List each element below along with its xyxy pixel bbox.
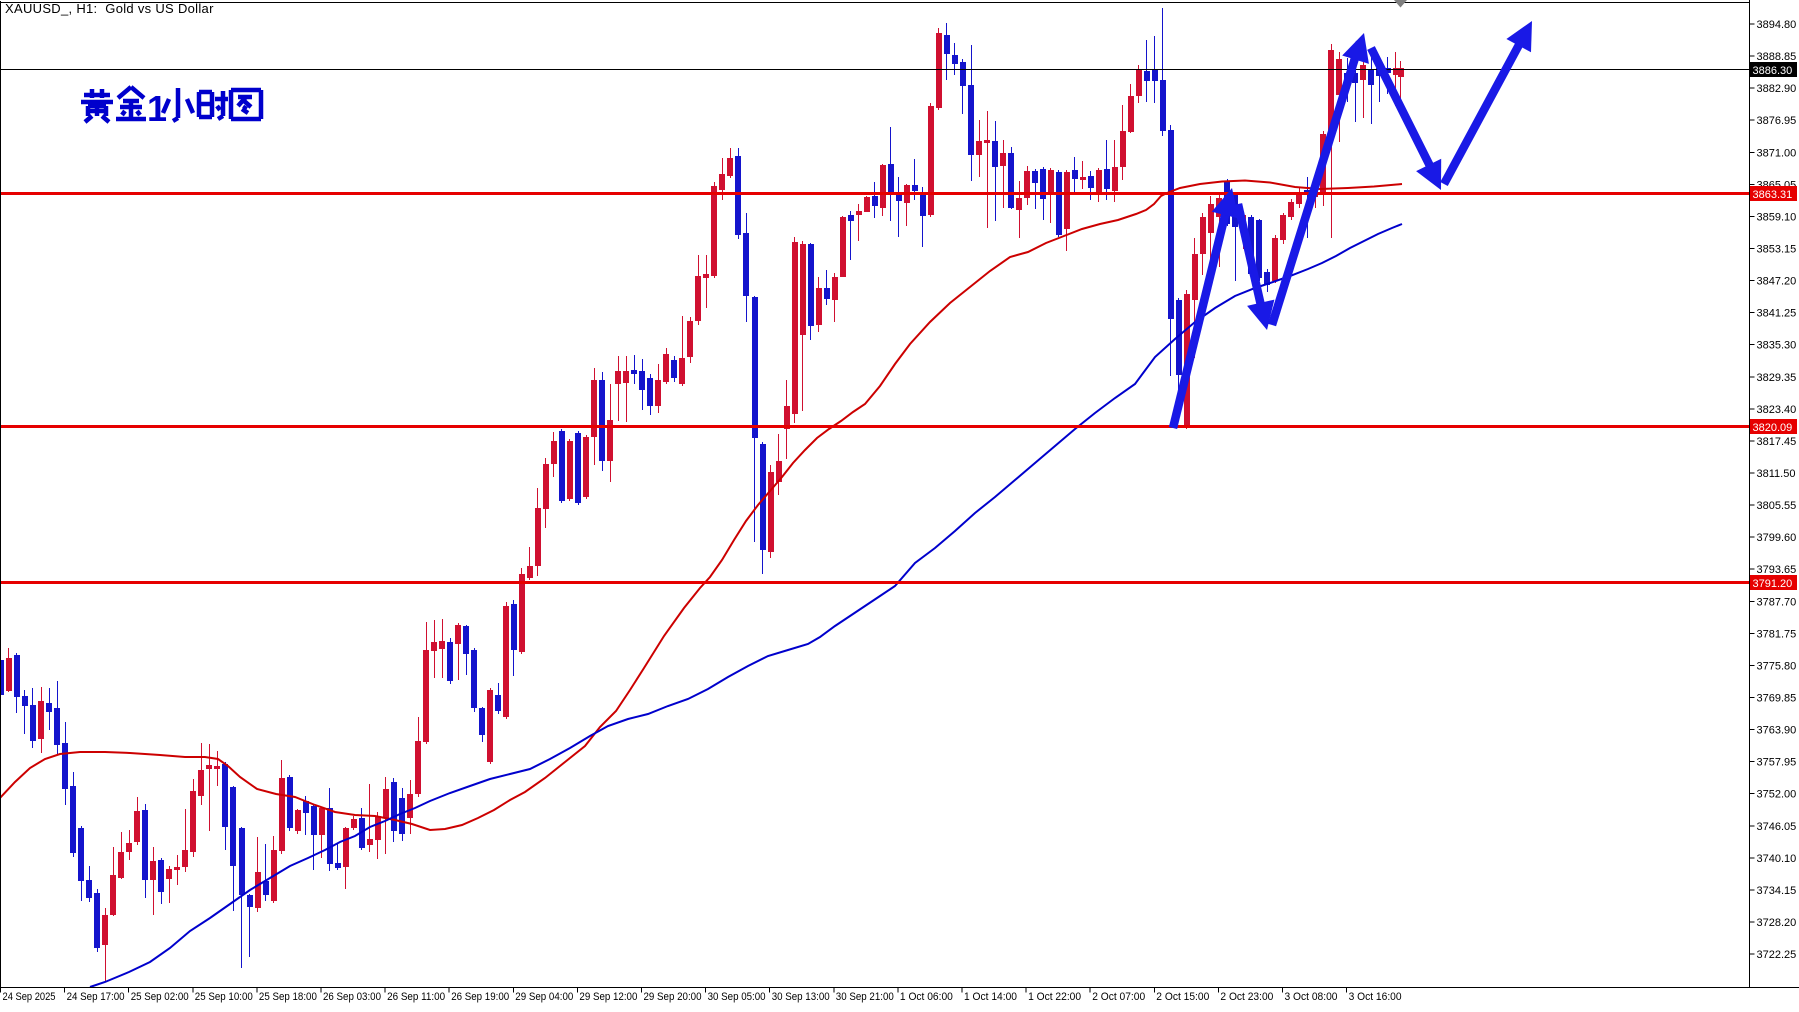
svg-text:24 Sep 2025: 24 Sep 2025 xyxy=(3,991,56,1003)
svg-text:29 Sep 04:00: 29 Sep 04:00 xyxy=(515,991,573,1003)
svg-text:3847.20: 3847.20 xyxy=(1757,276,1797,288)
svg-text:1 Oct 14:00: 1 Oct 14:00 xyxy=(964,991,1017,1003)
svg-text:3740.10: 3740.10 xyxy=(1757,853,1797,865)
svg-text:3841.25: 3841.25 xyxy=(1757,308,1797,320)
svg-text:3757.95: 3757.95 xyxy=(1757,757,1797,769)
svg-text:3799.60: 3799.60 xyxy=(1757,532,1797,544)
svg-text:29 Sep 20:00: 29 Sep 20:00 xyxy=(644,991,702,1003)
svg-text:3871.00: 3871.00 xyxy=(1757,147,1797,159)
svg-text:2 Oct 07:00: 2 Oct 07:00 xyxy=(1092,991,1145,1003)
svg-text:3722.25: 3722.25 xyxy=(1757,949,1797,961)
svg-text:2 Oct 15:00: 2 Oct 15:00 xyxy=(1156,991,1209,1003)
svg-text:3829.35: 3829.35 xyxy=(1757,372,1797,384)
svg-text:3734.15: 3734.15 xyxy=(1757,885,1797,897)
svg-text:3769.85: 3769.85 xyxy=(1757,693,1797,705)
svg-text:2 Oct 23:00: 2 Oct 23:00 xyxy=(1220,991,1273,1003)
svg-text:3793.65: 3793.65 xyxy=(1757,564,1797,576)
svg-text:25 Sep 10:00: 25 Sep 10:00 xyxy=(195,991,253,1003)
svg-text:3823.40: 3823.40 xyxy=(1757,404,1797,416)
svg-text:30 Sep 05:00: 30 Sep 05:00 xyxy=(708,991,766,1003)
svg-text:3888.85: 3888.85 xyxy=(1757,51,1797,63)
svg-text:25 Sep 18:00: 25 Sep 18:00 xyxy=(259,991,317,1003)
svg-text:3811.50: 3811.50 xyxy=(1757,468,1796,480)
svg-text:25 Sep 02:00: 25 Sep 02:00 xyxy=(131,991,189,1003)
svg-text:26 Sep 03:00: 26 Sep 03:00 xyxy=(323,991,381,1003)
svg-text:3817.45: 3817.45 xyxy=(1757,436,1797,448)
svg-text:1 Oct 22:00: 1 Oct 22:00 xyxy=(1028,991,1081,1003)
svg-text:3752.00: 3752.00 xyxy=(1757,789,1797,801)
svg-text:29 Sep 12:00: 29 Sep 12:00 xyxy=(579,991,637,1003)
svg-text:3763.90: 3763.90 xyxy=(1757,725,1797,737)
svg-text:3781.75: 3781.75 xyxy=(1757,628,1797,640)
svg-text:3876.95: 3876.95 xyxy=(1757,115,1797,127)
svg-text:3746.05: 3746.05 xyxy=(1757,821,1797,833)
svg-text:3805.55: 3805.55 xyxy=(1757,500,1797,512)
svg-text:1: 1 xyxy=(147,88,167,129)
svg-text:3882.90: 3882.90 xyxy=(1757,83,1797,95)
svg-text:XAUUSD_, H1: Gold vs US Dolla: XAUUSD_, H1: Gold vs US Dollar xyxy=(5,1,214,16)
svg-text:3820.09: 3820.09 xyxy=(1753,422,1793,434)
svg-text:3728.20: 3728.20 xyxy=(1757,917,1797,929)
svg-text:24 Sep 17:00: 24 Sep 17:00 xyxy=(67,991,125,1003)
svg-text:26 Sep 11:00: 26 Sep 11:00 xyxy=(387,991,445,1003)
svg-text:26 Sep 19:00: 26 Sep 19:00 xyxy=(451,991,509,1003)
svg-text:3 Oct 16:00: 3 Oct 16:00 xyxy=(1349,991,1402,1003)
svg-text:3853.15: 3853.15 xyxy=(1757,244,1797,256)
svg-text:30 Sep 13:00: 30 Sep 13:00 xyxy=(772,991,830,1003)
svg-text:3835.30: 3835.30 xyxy=(1757,340,1797,352)
svg-text:3 Oct 08:00: 3 Oct 08:00 xyxy=(1285,991,1338,1003)
svg-text:3894.80: 3894.80 xyxy=(1757,19,1797,31)
svg-text:3775.80: 3775.80 xyxy=(1757,660,1797,672)
svg-text:3791.20: 3791.20 xyxy=(1753,578,1793,590)
svg-text:3863.31: 3863.31 xyxy=(1753,189,1793,201)
svg-text:30 Sep 21:00: 30 Sep 21:00 xyxy=(836,991,894,1003)
svg-text:1 Oct 06:00: 1 Oct 06:00 xyxy=(900,991,953,1003)
svg-text:3787.70: 3787.70 xyxy=(1757,596,1797,608)
svg-text:3859.10: 3859.10 xyxy=(1757,211,1797,223)
svg-text:3886.30: 3886.30 xyxy=(1753,65,1793,77)
